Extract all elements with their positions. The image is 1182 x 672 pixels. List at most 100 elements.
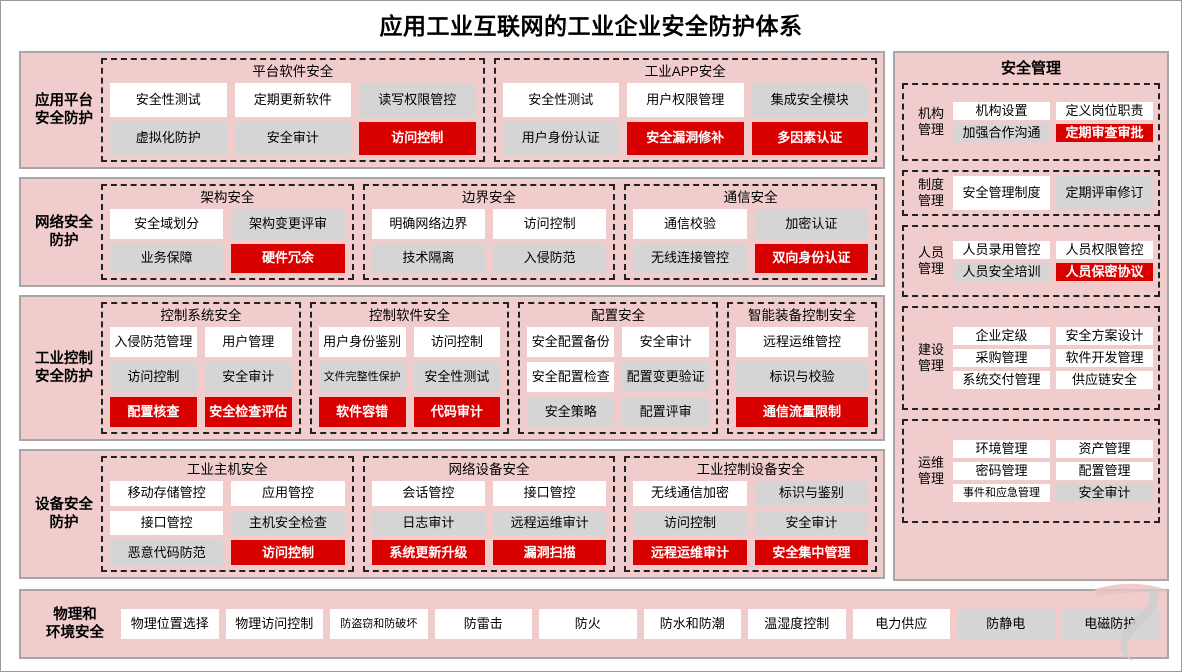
chip-item[interactable]: 安全性测试 [502,83,619,117]
chip-item[interactable]: 系统交付管理 [953,371,1050,390]
chip-item-highlighted[interactable]: 配置核查 [110,397,197,427]
chip-item[interactable]: 采购管理 [953,348,1050,368]
chip-item[interactable]: 安全策略 [527,397,615,427]
chip-item[interactable]: 远程运维管控 [736,327,869,357]
chip-item[interactable]: 接口管控 [493,481,607,506]
chip-item[interactable]: 人员录用管控 [953,240,1050,259]
chip-item[interactable]: 物理位置选择 [121,609,219,639]
chip-item[interactable]: 安全审计 [234,121,351,155]
chip-item[interactable]: 无线连接管控 [633,243,747,273]
chip-item-highlighted[interactable]: 定期审查审批 [1056,124,1153,143]
chip-item[interactable]: 用户身份认证 [502,121,619,155]
chip-item[interactable]: 访问控制 [493,209,607,239]
chip-item[interactable]: 环境管理 [953,439,1050,458]
chip-item[interactable]: 访问控制 [633,510,747,536]
chip-item-highlighted[interactable]: 系统更新升级 [371,540,485,565]
chip-item-highlighted[interactable]: 代码审计 [413,397,501,427]
chip-item[interactable]: 业务保障 [110,243,224,273]
chip-item[interactable]: 定期更新软件 [234,83,351,117]
chip-item[interactable]: 人员权限管控 [1056,240,1153,259]
chip-item[interactable]: 供应链安全 [1056,371,1153,390]
chip-item-highlighted[interactable]: 多因素认证 [751,121,868,155]
chip-item[interactable]: 架构变更评审 [231,209,345,239]
chip-item[interactable]: 安全性测试 [110,83,227,117]
chip-item[interactable]: 安全配置备份 [527,327,615,357]
chip-item[interactable]: 访问控制 [110,362,197,392]
chip-item[interactable]: 接口管控 [110,510,224,536]
chip-item-highlighted[interactable]: 通信流量限制 [736,397,869,427]
chip-item-highlighted[interactable]: 软件容错 [318,397,406,427]
chip-item[interactable]: 无线通信加密 [633,481,747,506]
chip-item[interactable]: 安全方案设计 [1056,326,1153,345]
chip-item[interactable]: 配置评审 [622,397,710,427]
chip-item[interactable]: 安全审计 [754,510,869,536]
chip-item[interactable]: 主机安全检查 [231,510,345,536]
chip-item[interactable]: 虚拟化防护 [110,121,227,155]
group-boundary-security: 边界安全 明确网络边界 访问控制 技术隔离 入侵防范 [362,184,616,280]
chip-item-highlighted[interactable]: 安全漏洞修补 [627,121,744,155]
group-title: 工业APP安全 [644,64,726,79]
chip-item[interactable]: 安全审计 [622,327,710,357]
chip-item[interactable]: 电力供应 [852,609,950,639]
chip-item[interactable]: 技术隔离 [371,243,485,273]
chip-item[interactable]: 资产管理 [1056,439,1153,458]
chip-item[interactable]: 用户身份鉴别 [318,327,406,357]
chip-item[interactable]: 企业定级 [953,326,1050,345]
chip-item[interactable]: 集成安全模块 [751,83,868,117]
chip-item[interactable]: 防盗窃和防破坏 [330,609,428,639]
chip-item[interactable]: 物理访问控制 [225,609,323,639]
chip-item[interactable]: 事件和应急管理 [953,484,1050,503]
chip-item[interactable]: 防雷击 [434,609,532,639]
chip-item[interactable]: 读写权限管控 [359,83,476,117]
group-industrial-control-device-security: 工业控制设备安全 无线通信加密 标识与鉴别 访问控制 安全审计 远程运维审计 安… [624,456,878,572]
chip-item[interactable]: 配置变更验证 [622,362,710,392]
chip-item[interactable]: 软件开发管理 [1056,348,1153,368]
chip-item-highlighted[interactable]: 远程运维审计 [633,540,747,565]
chip-item[interactable]: 日志审计 [371,510,485,536]
chip-item[interactable]: 加强合作沟通 [953,124,1050,143]
chip-item[interactable]: 恶意代码防范 [110,540,224,565]
chip-item[interactable]: 防火 [539,609,637,639]
chip-item[interactable]: 加密认证 [754,209,869,239]
chip-item[interactable]: 用户管理 [204,327,292,357]
chip-item-highlighted[interactable]: 漏洞扫描 [493,540,607,565]
chip-item-highlighted[interactable]: 双向身份认证 [754,243,869,273]
chip-item[interactable]: 防水和防潮 [643,609,741,639]
chip-item[interactable]: 安全管理制度 [953,176,1050,210]
chip-item[interactable]: 温湿度控制 [748,609,846,639]
chip-item[interactable]: 定义岗位职责 [1056,101,1153,120]
chip-item[interactable]: 安全配置检查 [527,362,615,392]
chip-grid: 通信校验 加密认证 无线连接管控 双向身份认证 [633,209,869,273]
chip-item-highlighted[interactable]: 访问控制 [359,121,476,155]
chip-item[interactable]: 机构设置 [953,101,1050,120]
chip-item[interactable]: 明确网络边界 [371,209,485,239]
chip-item[interactable]: 人员安全培训 [953,263,1050,282]
chip-item[interactable]: 定期评审修订 [1056,176,1153,210]
chip-item[interactable]: 远程运维审计 [493,510,607,536]
chip-item[interactable]: 会话管控 [371,481,485,506]
chip-item-highlighted[interactable]: 访问控制 [231,540,345,565]
chip-item[interactable]: 入侵防范管理 [110,327,197,357]
chip-item[interactable]: 用户权限管理 [627,83,744,117]
chip-item-highlighted[interactable]: 安全检查评估 [204,397,292,427]
chip-item[interactable]: 访问控制 [413,327,501,357]
chip-item[interactable]: 安全域划分 [110,209,224,239]
chip-item[interactable]: 标识与鉴别 [754,481,869,506]
chip-item-highlighted[interactable]: 安全集中管理 [754,540,869,565]
chip-item[interactable]: 安全审计 [1056,484,1153,503]
chip-item[interactable]: 通信校验 [633,209,747,239]
chip-item[interactable]: 移动存储管控 [110,481,224,506]
chip-item[interactable]: 入侵防范 [493,243,607,273]
chip-item[interactable]: 配置管理 [1056,461,1153,481]
chip-item-highlighted[interactable]: 硬件冗余 [231,243,345,273]
chip-item[interactable]: 电磁防护 [1061,609,1159,639]
chip-grid: 明确网络边界 访问控制 技术隔离 入侵防范 [371,209,607,273]
chip-item[interactable]: 标识与校验 [736,362,869,392]
chip-item-highlighted[interactable]: 人员保密协议 [1056,263,1153,282]
chip-item[interactable]: 安全性测试 [413,362,501,392]
chip-item[interactable]: 密码管理 [953,461,1050,481]
chip-item[interactable]: 文件完整性保护 [318,362,406,392]
chip-item[interactable]: 安全审计 [204,362,292,392]
chip-item[interactable]: 应用管控 [231,481,345,506]
chip-item[interactable]: 防静电 [957,609,1055,639]
